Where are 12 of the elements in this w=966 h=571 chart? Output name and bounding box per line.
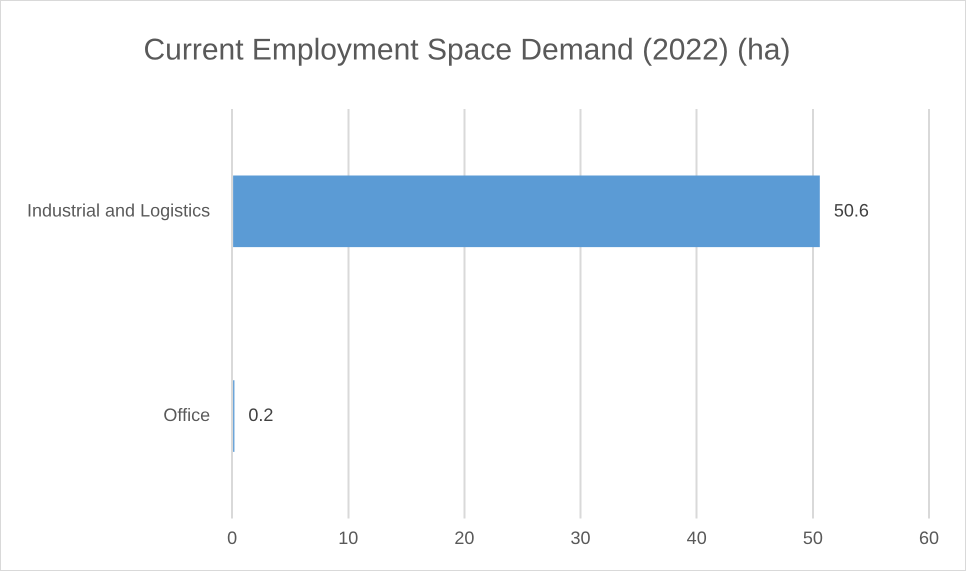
x-tick-label: 40 [686, 528, 707, 548]
x-tick-label: 50 [802, 528, 823, 548]
chart-title: Current Employment Space Demand (2022) (ha) [144, 33, 790, 66]
y-tick-label: Office [163, 405, 210, 426]
x-tick-label: 20 [454, 528, 474, 548]
x-tick-label: 60 [918, 528, 940, 548]
x-tick-label: 10 [338, 528, 358, 548]
data-label: 50.6 [834, 200, 869, 220]
x-tick-label: 30 [570, 528, 591, 548]
y-tick-label: Industrial and Logistics [26, 200, 210, 220]
x-tick-label: 0 [227, 528, 238, 548]
data-label: 0.2 [248, 405, 274, 426]
